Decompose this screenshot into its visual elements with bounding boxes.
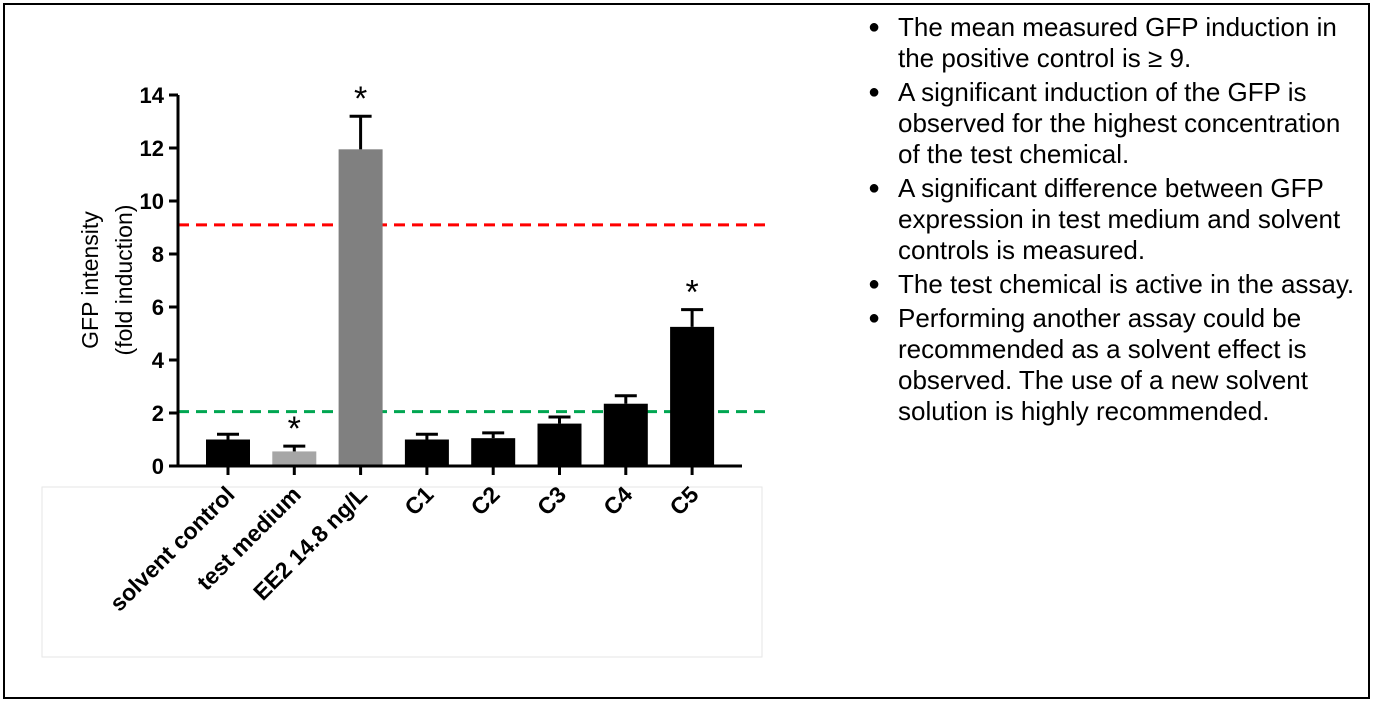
y-tick-label: 6	[152, 295, 164, 320]
y-tick-label: 14	[140, 83, 165, 108]
note-text: A significant difference between GFP exp…	[898, 173, 1341, 265]
bullet-icon: ●	[868, 273, 881, 295]
significance-marker: *	[288, 410, 301, 448]
note-text: The test chemical is active in the assay…	[898, 269, 1355, 299]
bar	[537, 423, 582, 466]
y-tick-label: 12	[140, 136, 164, 161]
y-axis-title: GFP intensity	[77, 211, 103, 349]
y-tick-label: 4	[152, 348, 165, 373]
bullet-icon: ●	[868, 16, 881, 38]
bar	[603, 403, 648, 466]
bullet-icon: ●	[868, 177, 881, 199]
note-item: ● Performing another assay could be recom…	[868, 303, 1363, 427]
bar	[471, 438, 516, 466]
note-item: ● A significant difference between GFP ex…	[868, 173, 1363, 266]
note-text: A significant induction of the GFP is ob…	[898, 77, 1341, 169]
y-tick-label: 8	[152, 242, 164, 267]
bullet-icon: ●	[868, 307, 881, 329]
note-text: Performing another assay could be recomm…	[898, 303, 1308, 426]
y-tick-label: 10	[140, 189, 164, 214]
note-item: ● A significant induction of the GFP is o…	[868, 77, 1363, 170]
bar	[338, 149, 383, 466]
bar	[404, 439, 449, 466]
bar	[272, 451, 317, 466]
bullet-icon: ●	[868, 81, 881, 103]
notes-list: ● The mean measured GFP induction in the …	[868, 12, 1363, 430]
bar	[206, 439, 250, 466]
significance-marker: *	[685, 274, 698, 312]
significance-marker: *	[354, 80, 367, 118]
y-tick-label: 0	[152, 454, 164, 479]
bar	[670, 326, 715, 466]
note-item: ● The mean measured GFP induction in the …	[868, 12, 1363, 74]
y-tick-label: 2	[152, 401, 164, 426]
note-text: The mean measured GFP induction in the p…	[898, 12, 1337, 73]
note-item: ● The test chemical is active in the assa…	[868, 269, 1363, 300]
tick-label-panel	[41, 486, 763, 658]
y-axis-title: (fold induction)	[111, 205, 137, 356]
